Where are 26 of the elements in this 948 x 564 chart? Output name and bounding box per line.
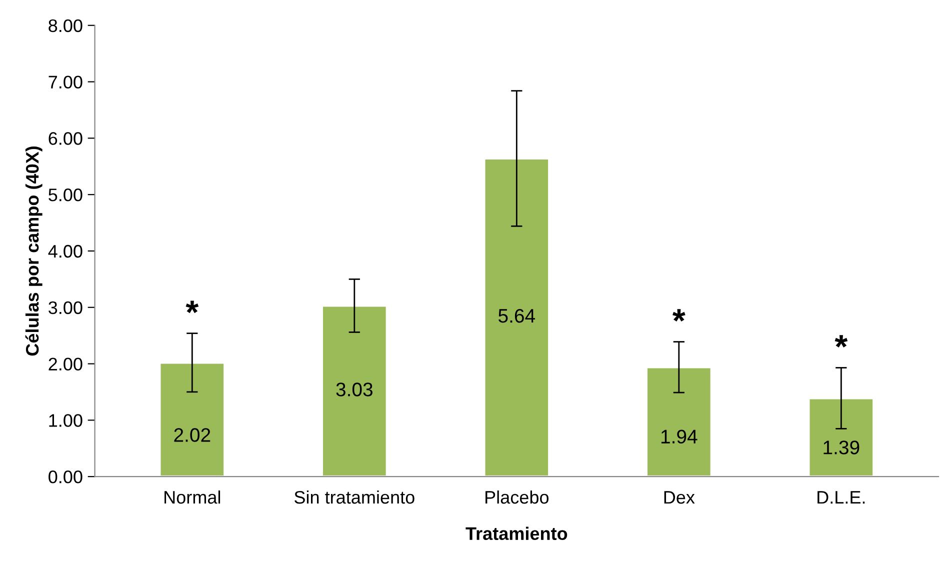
data-label: 1.39 (824, 440, 860, 454)
annotation: * (834, 335, 848, 348)
bar (158, 362, 226, 477)
y-tick-label: 5.00 (48, 188, 82, 202)
y-tick-label: 2.00 (48, 358, 82, 370)
y-tick-label: 7.00 (48, 76, 82, 88)
y-tick-label: 1.00 (49, 414, 82, 427)
data-label: 2.02 (174, 428, 210, 442)
y-tick-label: 3.00 (48, 301, 82, 314)
y-axis-title: Células por campo (40X) (25, 146, 42, 356)
x-tick-label: Normal (164, 490, 220, 504)
y-tick-label: 0.00 (48, 470, 82, 484)
y-tick-label: 6.00 (48, 132, 82, 145)
x-axis-title: Tratamiento (466, 526, 568, 540)
annotation: * (672, 309, 686, 322)
data-label: 1.94 (661, 430, 698, 444)
y-tick-label: 8.00 (48, 19, 82, 32)
data-label: 3.03 (336, 382, 372, 396)
x-tick-label: Placebo (486, 490, 549, 504)
bar (808, 397, 875, 477)
y-tick-label: 4.00 (48, 244, 82, 258)
x-tick-label: Sin tratamiento (294, 490, 414, 504)
x-tick-label: D.L.E. (818, 491, 865, 504)
x-tick-label: Dex (664, 491, 695, 504)
data-label: 5.64 (498, 308, 536, 323)
annotation: * (186, 300, 199, 314)
